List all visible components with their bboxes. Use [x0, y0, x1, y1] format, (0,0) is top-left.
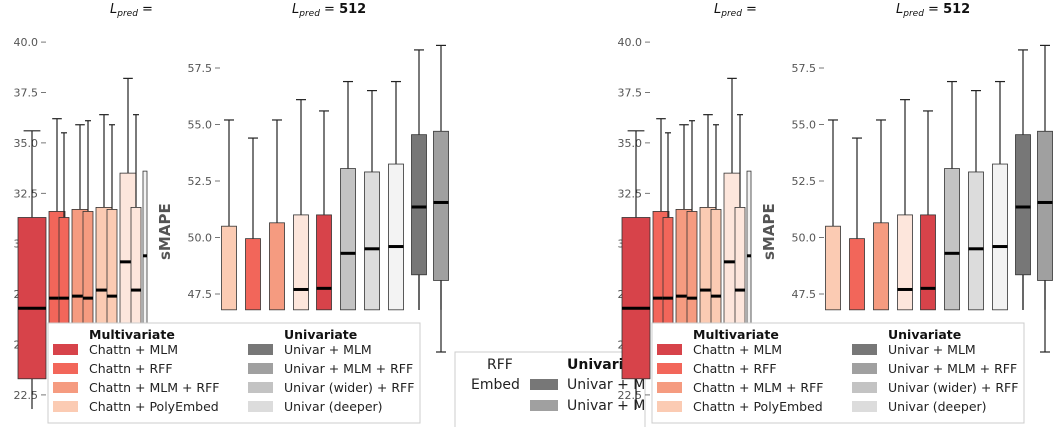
partial-legend: RFF Embed Univariate Univar + M Univar +…: [454, 351, 649, 427]
legend-swatch-multivariate: [657, 344, 682, 355]
left-panel-title: Lpred =: [714, 2, 757, 19]
right-box: [221, 225, 237, 311]
right-ytick-label: 50.0: [188, 232, 213, 245]
legend-frame: [651, 322, 1025, 424]
legend-item-multivariate: Chattn + MLM: [693, 342, 782, 357]
left-panel-title: Lpred =: [110, 2, 153, 19]
right-ytick-label: 57.5: [792, 62, 817, 75]
legend-item-univariate: Univar (deeper): [888, 399, 987, 414]
left-ytick-label: 22.5: [618, 389, 643, 402]
legend-univariate-header: Univariate: [284, 327, 357, 342]
right-ytick-label: 52.5: [188, 175, 213, 188]
legend-item-univariate: Univar + MLM + RFF: [888, 361, 1017, 376]
right-box: [849, 238, 865, 311]
legend-item-multivariate: Chattn + PolyEmbed: [89, 399, 219, 414]
left-box-sliver: [142, 170, 148, 345]
legend-swatch-multivariate: [53, 344, 78, 355]
right-box: [411, 134, 427, 276]
legend-swatch-multivariate: [657, 401, 682, 412]
right-box: [944, 168, 960, 311]
legend-swatch-univariate: [852, 363, 877, 374]
legend-item-univariate: Univar + MLM: [284, 342, 372, 357]
right-box: [1037, 130, 1053, 281]
right-ytick-label: 47.5: [188, 288, 213, 301]
partial-left-item-2: Embed: [471, 377, 520, 393]
right-ylabel: sMAPE: [760, 203, 778, 260]
right-box: [340, 168, 356, 311]
partial-item-2: Univar + M: [567, 398, 645, 414]
legend-swatch-multivariate: [53, 401, 78, 412]
legend-swatch-multivariate: [657, 382, 682, 393]
legend-item-multivariate: Chattn + PolyEmbed: [693, 399, 823, 414]
right-box: [388, 163, 404, 311]
right-ytick-label: 55.0: [792, 119, 817, 132]
legend-item-univariate: Univar (deeper): [284, 399, 383, 414]
legend-swatch-univariate: [852, 401, 877, 412]
legend-swatch-univariate: [852, 344, 877, 355]
right-box: [897, 214, 913, 311]
left-ytick-label: 35.0: [14, 137, 39, 150]
legend-univariate-header: Univariate: [888, 327, 961, 342]
partial-item-1: Univar + M: [567, 377, 645, 393]
right-box: [433, 130, 449, 281]
right-panel-title: Lpred = 512: [292, 2, 366, 19]
left-ytick-label: 32.5: [14, 187, 39, 200]
right-box: [1015, 134, 1031, 276]
left-box: [621, 217, 651, 380]
legend-item-multivariate: Chattn + MLM: [89, 342, 178, 357]
left-ytick-label: 22.5: [14, 389, 39, 402]
legend-item-univariate: Univar + MLM: [888, 342, 976, 357]
legend-swatch-univariate: [852, 382, 877, 393]
left-ytick-label: 37.5: [14, 86, 39, 99]
right-box: [316, 214, 332, 311]
partial-swatch-2: [530, 400, 558, 411]
right-ytick-label: 52.5: [792, 175, 817, 188]
legend-swatch-univariate: [248, 363, 273, 374]
legend-item-multivariate: Chattn + RFF: [89, 361, 173, 376]
legend-swatch-multivariate: [657, 363, 682, 374]
legend-multivariate-header: Multivariate: [89, 327, 175, 342]
legend-swatch-univariate: [248, 401, 273, 412]
legend-item-multivariate: Chattn + MLM + RFF: [89, 380, 219, 395]
right-box: [364, 171, 380, 311]
legend-multivariate-header: Multivariate: [693, 327, 779, 342]
legend-item-univariate: Univar (wider) + RFF: [888, 380, 1018, 395]
right-box: [293, 214, 309, 311]
left-ytick-label: 35.0: [618, 137, 643, 150]
left-box-sliver: [746, 170, 752, 345]
right-ylabel: sMAPE: [156, 203, 174, 260]
right-box: [873, 222, 889, 311]
right-box: [920, 214, 936, 311]
right-panel-title: Lpred = 512: [896, 2, 970, 19]
legend-swatch-multivariate: [53, 382, 78, 393]
partial-swatch-1: [530, 379, 558, 390]
right-box: [269, 222, 285, 311]
right-ytick-label: 55.0: [188, 119, 213, 132]
legend-swatch-univariate: [248, 344, 273, 355]
left-ytick-label: 40.0: [14, 36, 39, 49]
right-ytick-label: 57.5: [188, 62, 213, 75]
right-ytick-label: 47.5: [792, 288, 817, 301]
legend-frame: [47, 322, 421, 424]
left-ytick-label: 32.5: [618, 187, 643, 200]
legend-swatch-multivariate: [53, 363, 78, 374]
legend-item-univariate: Univar (wider) + RFF: [284, 380, 414, 395]
right-box: [992, 163, 1008, 311]
right-ytick-label: 50.0: [792, 232, 817, 245]
partial-left-item-1: RFF: [487, 357, 513, 373]
left-box: [17, 217, 47, 380]
right-box: [825, 225, 841, 311]
legend-item-univariate: Univar + MLM + RFF: [284, 361, 413, 376]
legend-swatch-univariate: [248, 382, 273, 393]
legend-item-multivariate: Chattn + MLM + RFF: [693, 380, 823, 395]
right-box: [245, 238, 261, 311]
left-ytick-label: 37.5: [618, 86, 643, 99]
legend-item-multivariate: Chattn + RFF: [693, 361, 777, 376]
right-box: [968, 171, 984, 311]
left-ytick-label: 40.0: [618, 36, 643, 49]
